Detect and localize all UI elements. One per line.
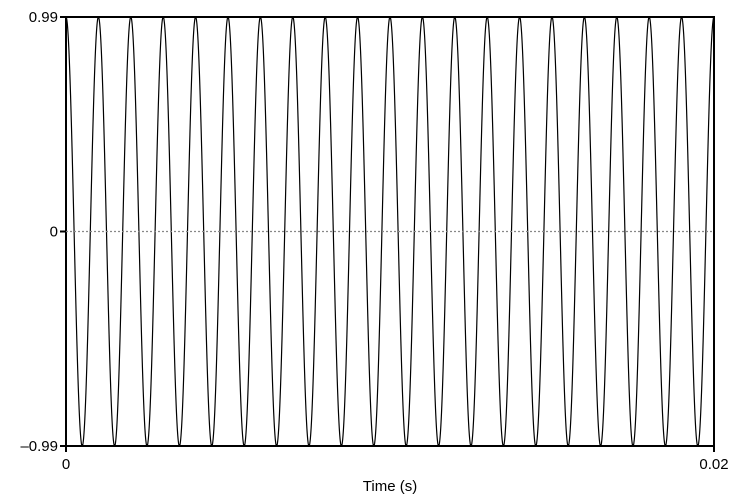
y-tick-label-2: 0.99 (29, 9, 58, 26)
x-axis-title: Time (s) (363, 478, 417, 495)
y-tick-label-1: 0 (50, 224, 58, 241)
axes-layer (65, 16, 715, 447)
y-tick-label-0: –0.99 (20, 438, 58, 455)
x-tick-label-1: 0.02 (699, 456, 728, 473)
x-tick-label-0: 0 (62, 456, 70, 473)
